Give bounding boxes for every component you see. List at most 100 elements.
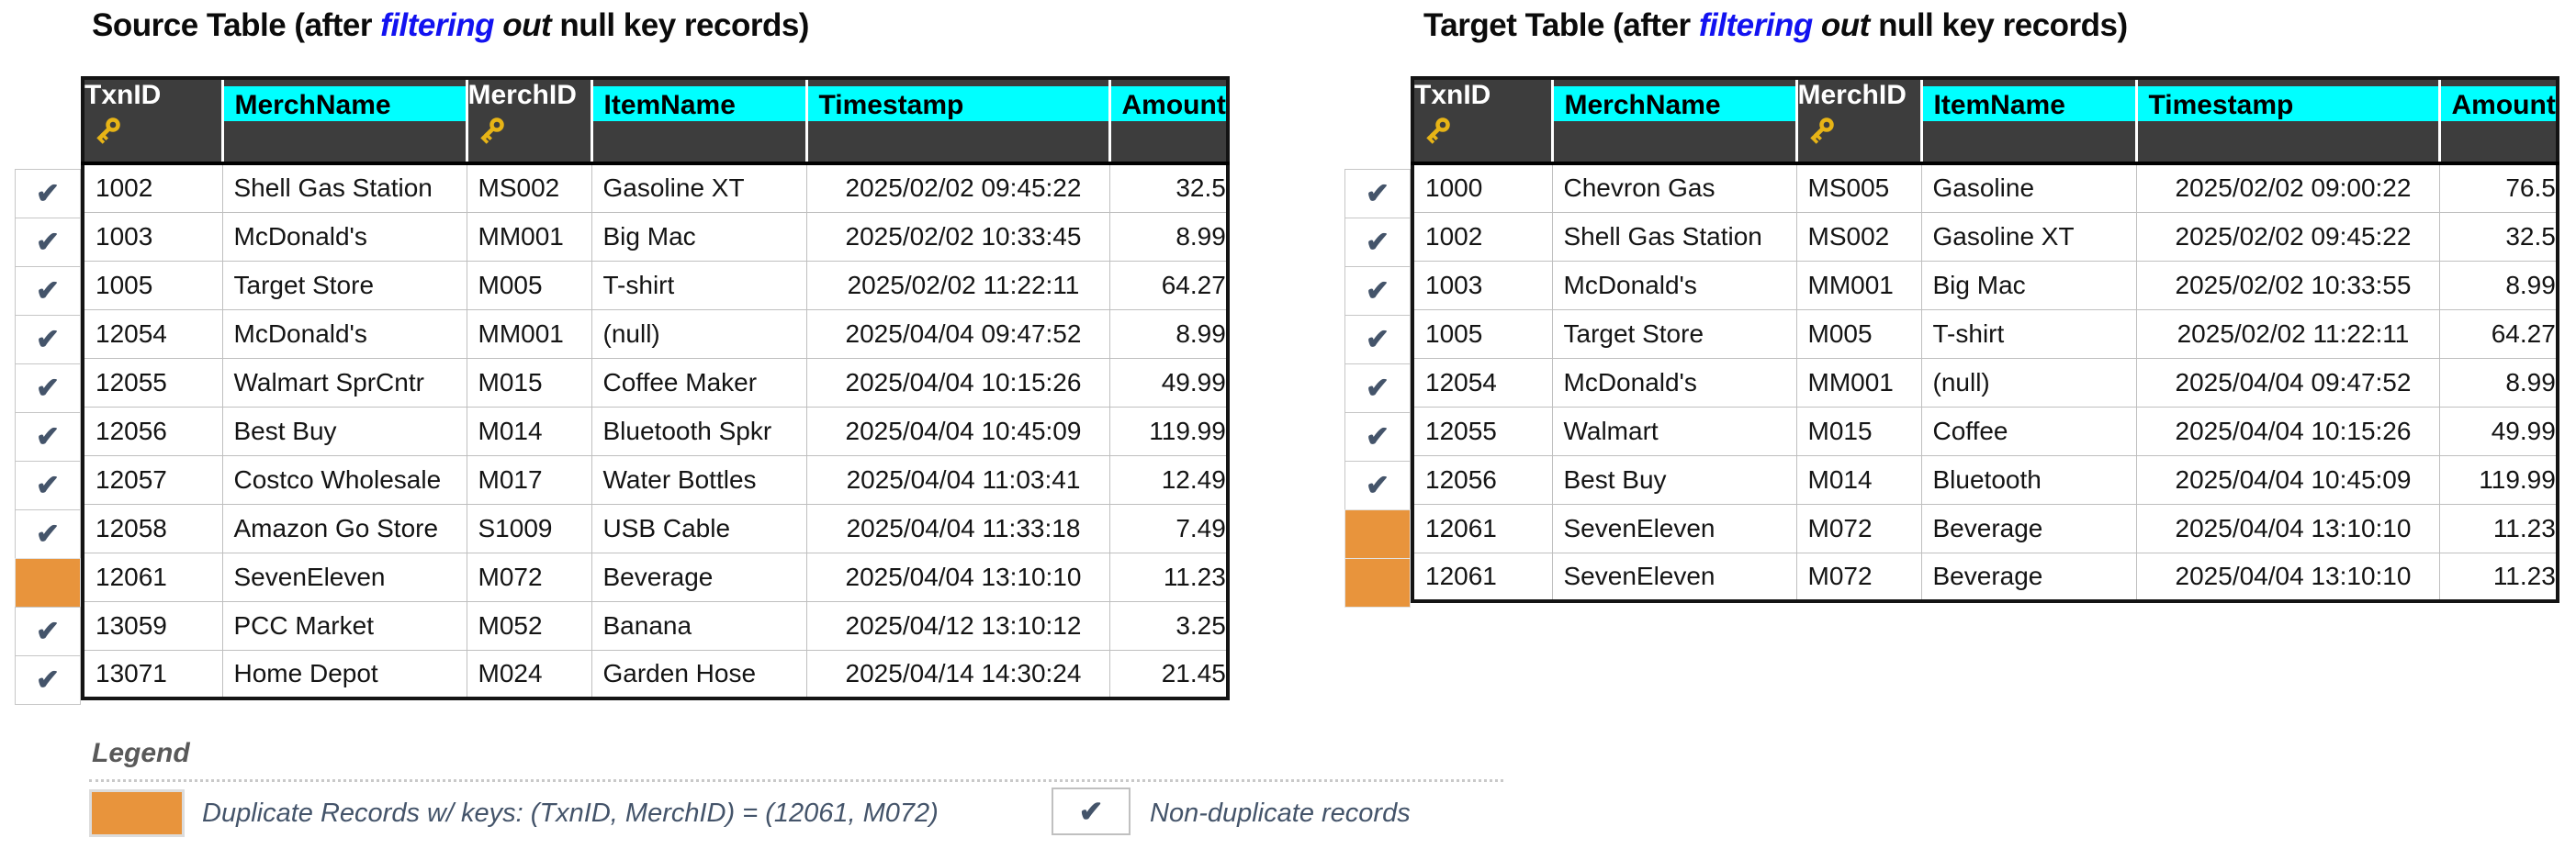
cell-timestamp: 2025/04/04 13:10:10 [805,552,1110,602]
check-icon: ✔ [36,226,60,258]
col-label: MerchName [1564,90,1721,120]
row-marker-check: ✔ [1344,363,1411,413]
col-header-merchname: MerchName [220,78,467,165]
title-text: Source Table (after [92,7,381,43]
title-emphasis-out: out [494,7,552,43]
col-header-itemname: ItemName [590,78,806,165]
cell-merchid: M072 [1795,552,1922,602]
cell-amount: 21.45 [1108,649,1229,699]
col-header-merchid: MerchID [1794,78,1921,165]
row-marker-check: ✔ [15,412,81,462]
row-marker-duplicate [1344,509,1411,559]
table-row: 12054 McDonald's MM001 (null) 2025/04/04 09:… [1412,357,2559,408]
row-marker-check: ✔ [1344,218,1411,267]
cell-merchname: Walmart [1551,406,1797,456]
check-icon: ✔ [1366,323,1389,355]
cell-amount: 12.49 [1108,454,1229,505]
row-marker-check: ✔ [15,315,81,364]
source-marker-column: ✔ ✔ ✔ ✔ ✔ ✔ ✔ ✔ ✔ ✔ [15,169,81,705]
cell-merchname: Chevron Gas [1551,162,1797,213]
cell-amount: 119.99 [2438,454,2559,505]
check-icon: ✔ [1366,469,1389,501]
cell-merchname: Amazon Go Store [221,503,467,553]
check-icon: ✔ [36,372,60,404]
cell-timestamp: 2025/04/04 09:47:52 [805,308,1110,359]
cell-itemname: T-shirt [591,260,807,310]
check-icon: ✔ [1366,420,1389,452]
cell-itemname: (null) [591,308,807,359]
cell-txnid: 12061 [82,552,223,602]
cell-txnid: 12054 [1412,357,1553,408]
table-row-duplicate: 12061 SevenEleven M072 Beverage 2025/04/04 1… [82,552,1229,602]
row-marker-check: ✔ [15,461,81,510]
col-label: Timestamp [818,90,964,120]
table-row-duplicate: 12061 SevenEleven M072 Beverage 2025/04/04 1… [1412,503,2559,553]
cell-merchname: McDonald's [221,308,467,359]
table-row: 12056 Best Buy M014 Bluetooth 2025/04/04 10:… [1412,454,2559,505]
title-emphasis-out: out [1812,7,1870,43]
cell-merchid: M005 [466,260,592,310]
cell-timestamp: 2025/04/04 09:47:52 [2135,357,2440,408]
check-icon: ✔ [36,615,60,647]
col-header-timestamp: Timestamp [2134,78,2439,165]
row-marker-check: ✔ [15,607,81,656]
cell-itemname: Gasoline [1920,162,2137,213]
cell-amount: 64.27 [2438,308,2559,359]
cell-merchname: Best Buy [1551,454,1797,505]
cell-itemname: USB Cable [591,503,807,553]
cell-timestamp: 2025/04/04 11:33:18 [805,503,1110,553]
cell-timestamp: 2025/02/02 10:33:55 [2135,260,2440,310]
cell-merchid: M005 [1795,308,1922,359]
target-table-title: Target Table (after filtering out null k… [1423,7,2128,44]
cell-timestamp: 2025/04/04 10:15:26 [2135,406,2440,456]
cell-merchid: MS002 [466,162,592,213]
col-header-merchname: MerchName [1550,78,1796,165]
col-label: Timestamp [2148,90,2294,120]
cell-timestamp: 2025/02/02 09:45:22 [2135,211,2440,262]
cell-txnid: 1002 [82,162,223,213]
table-row: 13071 Home Depot M024 Garden Hose 2025/04/14… [82,649,1229,699]
cell-merchname: SevenEleven [1551,552,1797,602]
cell-txnid: 12061 [1412,503,1553,553]
key-icon [476,115,591,153]
cell-timestamp: 2025/04/04 10:45:09 [805,406,1110,456]
cell-amount: 64.27 [1108,260,1229,310]
source-table: TxnID MerchName MerchID ItemName Timesta… [81,76,1230,700]
cell-txnid: 13059 [82,600,223,651]
col-label: ItemName [603,90,736,120]
cell-txnid: 12056 [1412,454,1553,505]
cell-itemname: Beverage [1920,503,2137,553]
cell-merchid: S1009 [466,503,592,553]
cell-itemname: Big Mac [591,211,807,262]
cell-amount: 76.5 [2438,162,2559,213]
col-header-txnid: TxnID [1412,78,1552,165]
cell-amount: 3.25 [1108,600,1229,651]
cell-merchname: PCC Market [221,600,467,651]
cell-amount: 8.99 [1108,211,1229,262]
table-row: 1002 Shell Gas Station MS002 Gasoline XT 202… [82,162,1229,213]
header-row: TxnID MerchName MerchID ItemName Timesta… [83,78,1228,165]
cell-merchname: McDonald's [1551,357,1797,408]
cell-amount: 49.99 [1108,357,1229,408]
col-header-txnid: TxnID [83,78,222,165]
cell-merchid: MM001 [1795,357,1922,408]
cell-merchname: SevenEleven [221,552,467,602]
check-icon: ✔ [1366,177,1389,209]
check-icon: ✔ [1366,372,1389,404]
col-label: ItemName [1933,90,2065,120]
table-row: 1003 McDonald's MM001 Big Mac 2025/02/02 10:… [1412,260,2559,310]
check-icon: ✔ [36,518,60,550]
cell-itemname: Beverage [1920,552,2137,602]
check-icon: ✔ [1366,226,1389,258]
cell-merchid: M052 [466,600,592,651]
col-header-amount: Amount [1108,78,1228,165]
row-marker-duplicate [15,558,81,608]
cell-timestamp: 2025/04/04 11:03:41 [805,454,1110,505]
cell-itemname: Gasoline XT [1920,211,2137,262]
cell-timestamp: 2025/02/02 11:22:11 [2135,308,2440,359]
col-label: Amount [1121,90,1226,120]
col-header-timestamp: Timestamp [804,78,1109,165]
cell-timestamp: 2025/04/04 10:45:09 [2135,454,2440,505]
col-label: MerchName [234,90,391,120]
